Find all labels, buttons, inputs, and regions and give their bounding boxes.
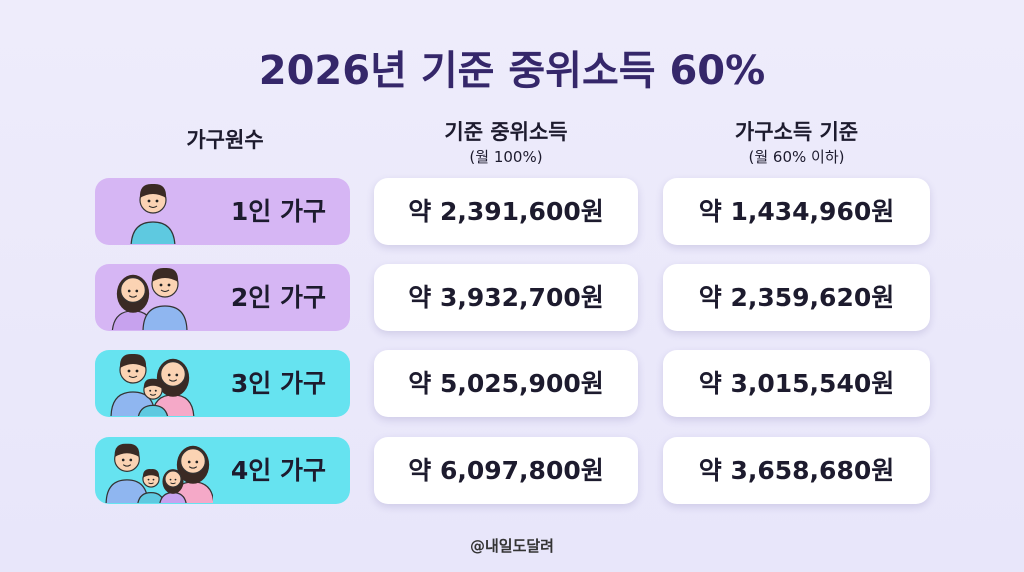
family-icon xyxy=(111,267,188,330)
income-threshold: 약 1,434,960원 xyxy=(663,178,930,245)
family-icon xyxy=(105,443,213,503)
header: 기준 중위소득 xyxy=(444,120,568,144)
household-label: 4인 가구 xyxy=(230,456,326,485)
household-label: 2인 가구 xyxy=(230,283,326,312)
family-icon xyxy=(110,353,195,416)
header: 가구소득 기준 xyxy=(734,120,859,144)
income-threshold: 약 2,359,620원 xyxy=(663,264,930,331)
household-label: 3인 가구 xyxy=(230,369,326,398)
income-threshold: 약 3,015,540원 xyxy=(663,350,930,417)
income-threshold: 약 3,658,680원 xyxy=(663,437,930,504)
title: 2026년 기준 중위소득 60% xyxy=(258,48,766,94)
header: 가구원수 xyxy=(186,128,264,152)
median-income: 약 6,097,800원 xyxy=(374,437,638,504)
median-income: 약 2,391,600원 xyxy=(374,178,638,245)
median-income: 약 5,025,900원 xyxy=(374,350,638,417)
household-cell: 2인 가구 xyxy=(95,264,350,331)
footer: @내일도달려 xyxy=(469,537,554,555)
household-label: 1인 가구 xyxy=(230,197,326,226)
median-income: 약 3,932,700원 xyxy=(374,264,638,331)
household-cell: 3인 가구 xyxy=(95,350,350,417)
household-cell: 1인 가구 xyxy=(95,178,350,245)
family-icon xyxy=(130,183,176,244)
household-cell: 4인 가구 xyxy=(95,437,350,504)
header-sub: (월 100%) xyxy=(469,148,543,166)
header-sub: (월 60% 이하) xyxy=(748,148,845,166)
